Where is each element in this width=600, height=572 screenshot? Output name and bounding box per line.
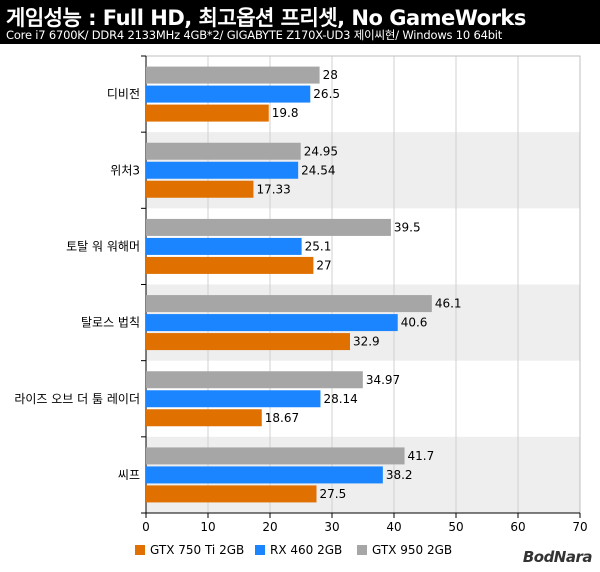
bar bbox=[146, 104, 269, 122]
bar bbox=[146, 390, 321, 408]
data-label: 27.5 bbox=[320, 487, 347, 501]
data-label: 32.9 bbox=[353, 335, 380, 349]
data-label: 38.2 bbox=[386, 468, 413, 482]
legend-swatch bbox=[255, 545, 265, 555]
data-label: 24.54 bbox=[301, 163, 335, 177]
bar bbox=[146, 161, 299, 179]
data-label: 28.14 bbox=[323, 392, 357, 406]
bar bbox=[146, 466, 383, 484]
data-label: 18.67 bbox=[265, 411, 299, 425]
data-label: 27 bbox=[316, 258, 331, 272]
legend-swatch bbox=[357, 545, 367, 555]
category-label: 라이즈 오브 더 툼 레이더 bbox=[14, 392, 140, 406]
x-tick-label: 40 bbox=[386, 520, 401, 534]
category-label: 탈로스 법칙 bbox=[81, 316, 140, 330]
data-label: 26.5 bbox=[313, 87, 340, 101]
legend-label: GTX 750 Ti 2GB bbox=[150, 543, 244, 557]
x-tick-label: 10 bbox=[200, 520, 215, 534]
bar bbox=[146, 485, 317, 503]
category-label: 디비전 bbox=[107, 87, 140, 101]
x-tick-label: 30 bbox=[324, 520, 339, 534]
bar bbox=[146, 85, 311, 103]
data-label: 41.7 bbox=[408, 449, 435, 463]
bar bbox=[146, 371, 363, 389]
data-label: 40.6 bbox=[401, 316, 428, 330]
bar bbox=[146, 218, 391, 236]
bar bbox=[146, 314, 398, 332]
data-label: 34.97 bbox=[366, 373, 400, 387]
x-tick-label: 60 bbox=[510, 520, 525, 534]
chart-header: 게임성능 : Full HD, 최고옵션 프리셋, No GameWorks C… bbox=[0, 0, 600, 44]
bar bbox=[146, 333, 350, 351]
bodnara-logo: BodNara bbox=[522, 548, 593, 566]
data-label: 28 bbox=[323, 68, 338, 82]
data-label: 19.8 bbox=[272, 106, 299, 120]
bar bbox=[146, 142, 301, 160]
bar bbox=[146, 295, 432, 313]
bar bbox=[146, 180, 254, 198]
bar bbox=[146, 447, 405, 465]
legend-label: GTX 950 2GB bbox=[372, 543, 452, 557]
bar bbox=[146, 256, 314, 274]
x-tick-label: 50 bbox=[448, 520, 463, 534]
x-tick-label: 20 bbox=[262, 520, 277, 534]
data-label: 39.5 bbox=[394, 220, 421, 234]
category-label: 위처3 bbox=[110, 163, 140, 177]
x-tick-label: 70 bbox=[572, 520, 587, 534]
bar bbox=[146, 237, 302, 255]
data-label: 25.1 bbox=[305, 239, 332, 253]
category-label: 씨프 bbox=[118, 468, 140, 482]
legend-swatch bbox=[135, 545, 145, 555]
bar bbox=[146, 66, 320, 84]
category-label: 토탈 워 워해머 bbox=[66, 239, 140, 253]
data-label: 24.95 bbox=[304, 144, 338, 158]
chart-title: 게임성능 : Full HD, 최고옵션 프리셋, No GameWorks bbox=[6, 6, 526, 30]
legend-label: RX 460 2GB bbox=[270, 543, 342, 557]
chart-subtitle: Core i7 6700K/ DDR4 2133MHz 4GB*2/ GIGAB… bbox=[6, 28, 503, 42]
data-label: 46.1 bbox=[435, 297, 462, 311]
bar bbox=[146, 409, 262, 427]
x-tick-label: 0 bbox=[142, 520, 150, 534]
data-label: 17.33 bbox=[256, 182, 290, 196]
